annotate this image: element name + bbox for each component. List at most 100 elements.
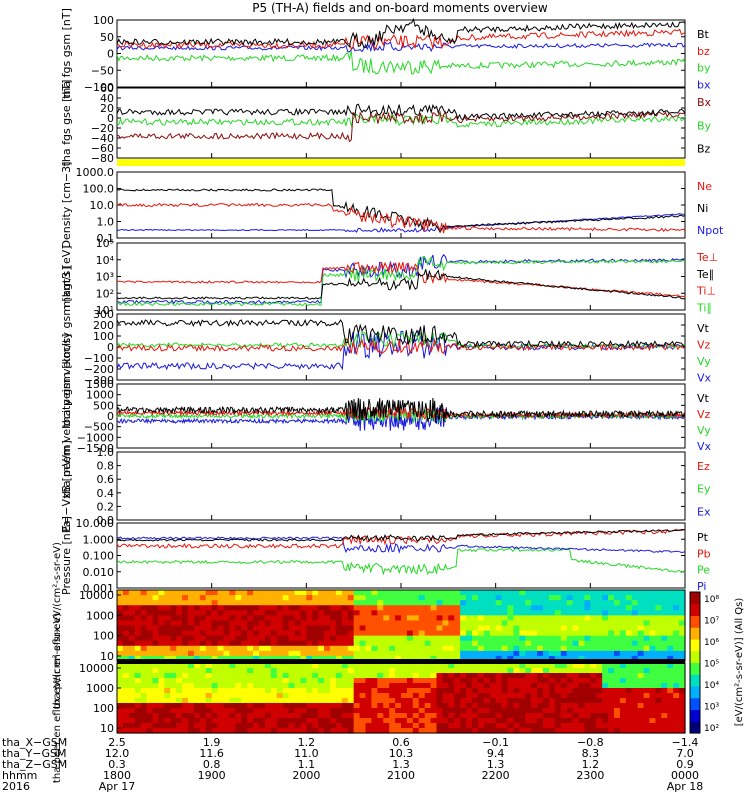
colorbar-segment	[690, 639, 700, 652]
date-end: Apr 18	[667, 780, 704, 793]
legend-bz: bz	[697, 45, 710, 58]
y-tick-label: −60	[91, 142, 114, 155]
date-start: Apr 17	[99, 780, 136, 793]
y-tick-label: 300	[93, 308, 114, 321]
y-tick-label: 10⁴	[96, 254, 115, 267]
legend-by: by	[697, 62, 711, 75]
y-tick-label: −200	[84, 363, 114, 376]
y-tick-label: 1000	[86, 389, 114, 402]
colorbar-tick-label: 10⁸	[704, 595, 719, 605]
ephemeris-value: 2100	[387, 769, 415, 782]
series-Te-par	[116, 269, 685, 300]
series-peim-Vt	[116, 318, 686, 349]
series-bz	[116, 28, 686, 51]
legend-Npot: Npot	[697, 224, 724, 237]
y-tick-label: 500	[93, 399, 114, 412]
series-Bz	[116, 103, 686, 121]
panel-ylabel: Pressure [nPa]	[60, 516, 73, 595]
y-tick-label: 100	[93, 14, 114, 27]
colorbar-tick-label: 10⁴	[704, 681, 719, 691]
colorbar-segment	[690, 686, 700, 699]
yellow-status-bar	[117, 159, 685, 166]
y-tick-label: 0	[107, 112, 114, 125]
ephemeris-row-name: tha_X−GSM	[2, 736, 67, 749]
colorbar-segment	[690, 592, 700, 605]
ephemeris-row-name: tha_Y−GSM	[2, 747, 66, 760]
y-tick-label: 10⁵	[96, 237, 114, 250]
y-tick-label: 50	[100, 31, 114, 44]
panel-frame	[116, 19, 686, 88]
series-Pt	[116, 528, 686, 543]
y-tick-label: 10000	[79, 589, 114, 602]
ephemeris-row-name: tha_Z−GSM	[2, 758, 67, 771]
colorbar-segment	[690, 709, 700, 722]
legend-Bx: Bx	[697, 96, 712, 109]
ephemeris-value: 1.2	[298, 736, 316, 749]
y-tick-label: 200	[93, 319, 114, 332]
legend-Vz: Vz	[697, 408, 711, 421]
y-tick-label: 10	[100, 722, 114, 735]
y-tick-label: −100	[84, 352, 114, 365]
colorbar-tick-label: 10⁷	[704, 617, 719, 627]
colorbar-tick-label: 10⁶	[704, 638, 719, 648]
ephemeris-value: 1.3	[392, 758, 410, 771]
y-tick-label: 0.2	[97, 500, 115, 513]
ephemeris-value: 1900	[198, 769, 226, 782]
colorbar-frame	[689, 591, 701, 734]
series-by	[116, 50, 686, 75]
series-Pi	[116, 536, 686, 554]
y-tick-label: 0.6	[97, 473, 115, 486]
y-tick-label: 10.000	[76, 517, 115, 530]
legend-Vt: Vt	[697, 392, 710, 405]
legend-Bz: Bz	[697, 143, 711, 156]
series-Npot	[116, 213, 685, 233]
ephemeris-value: 0.6	[392, 736, 410, 749]
legend-bx: bx	[697, 78, 711, 91]
y-tick-label: 1500	[86, 378, 114, 391]
ephemeris-value: 1.9	[203, 736, 221, 749]
ephemeris-row-name: hhmm	[2, 769, 37, 782]
panel-frame	[116, 522, 686, 589]
x-axis-ephemeris: tha_X−GSM 2.5 1.9 1.2 0.6 −0.1 −0.8 −1.4 tha_Y−G…	[2, 82, 703, 793]
y-tick-label: 10.0	[90, 199, 115, 212]
legend-Pt: Pt	[697, 531, 709, 544]
y-tick-label: −1000	[77, 431, 114, 444]
panel-ylabel: tha fgs gse [nT]	[60, 80, 73, 167]
legend-Vx: Vx	[697, 372, 712, 385]
y-tick-label: 1.0	[97, 446, 115, 459]
colorbar-segment	[690, 662, 700, 675]
series-Ti-par	[116, 256, 686, 307]
spectrogram-9	[117, 663, 686, 734]
panel-ylabel: Density [cm−3]	[60, 162, 73, 249]
legend-Ne: Ne	[697, 180, 712, 193]
legend-Ez: Ez	[697, 460, 710, 473]
colorbar-segment	[690, 721, 700, 734]
y-tick-label: 100	[93, 702, 114, 715]
panel-ylabel: tha peim velocity gsm [km/s]	[60, 266, 73, 427]
y-tick-label: −1500	[77, 442, 114, 455]
series-bx	[116, 41, 686, 53]
legend-Ti: Ti∥	[696, 301, 712, 314]
ephemeris-value: 2300	[576, 769, 604, 782]
panel-frame	[116, 171, 686, 239]
ephemeris-value: 0.8	[203, 758, 221, 771]
y-tick-label: 0.4	[97, 487, 115, 500]
ephemeris-value: 2.5	[108, 736, 126, 749]
y-tick-label: 1000	[86, 609, 114, 622]
ephemeris-value: 8.3	[582, 747, 600, 760]
ephemeris-value: 1.2	[582, 758, 600, 771]
spectrogram-ylabel: tha peer en eflux eV/(cm²-s-sr-eV)	[52, 613, 63, 783]
panel-ylabel: magt3 [eV]	[60, 245, 73, 307]
series-Ni	[116, 188, 686, 234]
y-tick-label: 20	[100, 102, 114, 115]
panel-frame	[116, 451, 686, 521]
ephemeris-value: 9.4	[487, 747, 505, 760]
y-tick-label: −100	[84, 81, 114, 94]
series-peem-Vt	[116, 397, 686, 423]
colorbar-segment	[690, 674, 700, 687]
y-tick-label: 0.100	[83, 550, 115, 563]
colorbar-segment	[690, 615, 700, 628]
ephemeris-value: 0.9	[676, 758, 694, 771]
